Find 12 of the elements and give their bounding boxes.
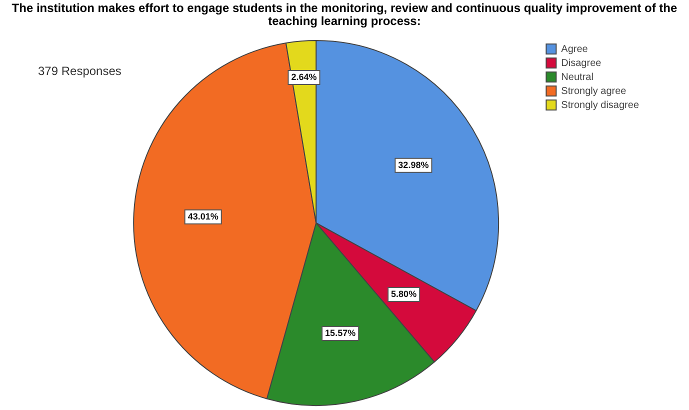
legend-label: Strongly disagree bbox=[561, 100, 640, 111]
data-label: 2.64% bbox=[291, 72, 317, 82]
legend-label: Strongly agree bbox=[561, 86, 627, 97]
legend-label: Agree bbox=[561, 44, 588, 55]
legend-label: Neutral bbox=[561, 72, 594, 83]
data-label: 5.80% bbox=[391, 288, 417, 299]
text: 379 Responses bbox=[38, 64, 122, 78]
chart-title: The institution makes effort to engage students in the monitoring, review and continuous quality improvement of the teaching learning process: bbox=[10, 1, 678, 28]
data-label: 43.01% bbox=[188, 211, 218, 222]
legend-label: Disagree bbox=[561, 58, 602, 69]
data-label: 32.98% bbox=[398, 160, 429, 170]
data-label: 15.57% bbox=[325, 328, 356, 338]
